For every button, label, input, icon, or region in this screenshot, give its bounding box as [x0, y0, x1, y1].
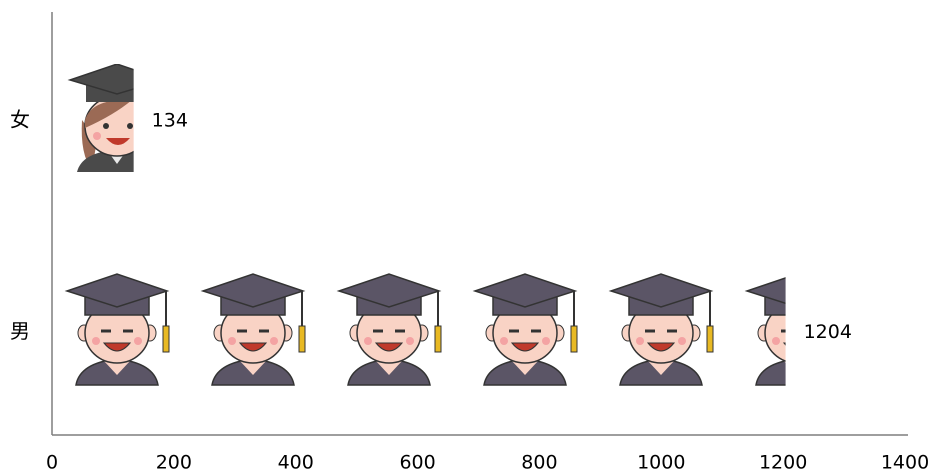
y-tick-label: 男	[10, 319, 30, 343]
x-tick-label: 800	[521, 452, 557, 474]
y-tick-label: 女	[10, 107, 30, 131]
x-tick-label: 1000	[637, 452, 685, 474]
value-label: 1204	[804, 321, 852, 343]
icon-bar	[52, 271, 786, 387]
x-tick-label: 400	[278, 452, 314, 474]
icon-bar	[52, 64, 134, 172]
x-tick-label: 0	[46, 452, 58, 474]
x-tick-label: 600	[399, 452, 435, 474]
x-tick-label: 1200	[759, 452, 807, 474]
x-tick-label: 200	[156, 452, 192, 474]
x-tick-label: 1400	[881, 452, 929, 474]
value-label: 134	[152, 109, 188, 131]
